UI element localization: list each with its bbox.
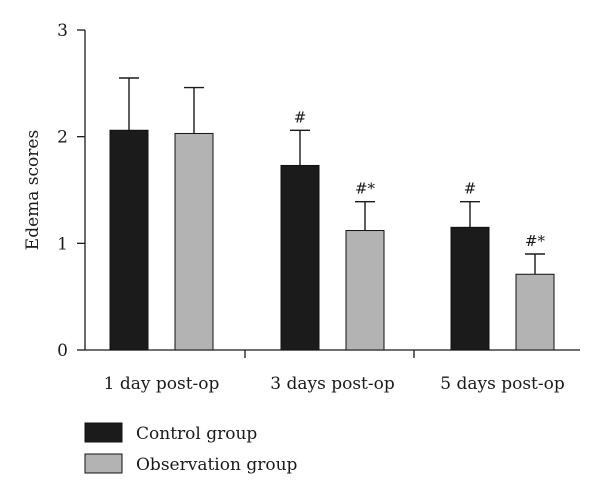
bars: [109, 77, 555, 351]
bar-control: [280, 164, 320, 351]
annotations: # # #* #*: [294, 108, 546, 250]
y-tick-label: 0: [57, 341, 68, 361]
axes: 0 1 2 3 1 day post-op 3 days post-op 5 days po…: [57, 21, 580, 394]
legend-swatch: [84, 422, 123, 443]
x-tick-label: 5 days post-op: [440, 374, 565, 394]
bar-observation: [174, 132, 214, 351]
y-tick-label: 3: [57, 21, 68, 41]
legend-label: Observation group: [136, 455, 298, 475]
legend-swatch: [84, 453, 123, 474]
significance-label: #: [464, 180, 477, 198]
x-tick-label: 1 day post-op: [104, 374, 220, 394]
legend: Control group Observation group: [84, 422, 298, 475]
bar-control: [109, 129, 149, 351]
y-tick-label: 2: [57, 128, 68, 148]
significance-label: #: [294, 108, 307, 126]
significance-label: #*: [355, 180, 376, 198]
y-tick-label: 1: [57, 234, 68, 254]
x-tick-label: 3 days post-op: [270, 374, 395, 394]
bar-observation: [515, 273, 555, 351]
significance-label: #*: [525, 232, 546, 250]
bar-control: [450, 226, 490, 351]
bar-observation: [345, 230, 385, 351]
y-axis-title: Edema scores: [23, 130, 43, 250]
legend-label: Control group: [136, 424, 257, 444]
